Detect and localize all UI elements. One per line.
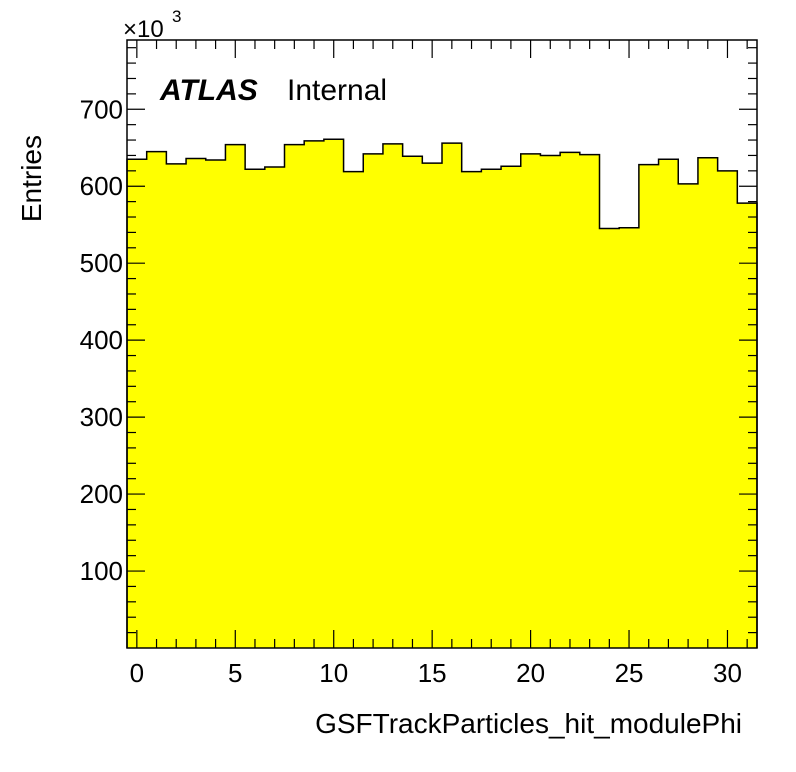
histogram-bin [560,152,581,648]
histogram-bin [363,153,384,648]
histogram-bin [638,164,660,649]
histogram-bin [323,139,345,648]
histogram-bin [599,228,620,649]
y-multiplier-exponent: 3 [172,7,181,26]
atlas-label: ATLAS [159,74,258,107]
histogram-bin [658,159,679,648]
internal-label: Internal [287,74,387,107]
histogram-bin [127,159,148,648]
tick-labels: 0 5 10 15 20 25 30 100 200 300 400 500 600 700 [80,94,742,688]
histogram-bin [678,183,699,648]
histogram-bin [225,144,246,649]
x-tick-label: 5 [228,658,242,688]
histogram-bin [442,143,463,648]
histogram-bin [520,153,542,648]
y-tick-label: 300 [80,402,123,432]
histogram-bin [304,140,325,648]
y-multiplier: ×10 [123,16,164,43]
histogram-bin [245,169,266,648]
histogram-bin [284,144,305,649]
histogram-bin [205,160,227,648]
histogram-bin [422,163,443,649]
histogram-bin [619,227,640,648]
histogram-bin [146,151,167,648]
histogram-bin [186,158,207,648]
histogram-bin [717,170,738,648]
histogram-bin [481,169,502,648]
histogram-bin [697,157,719,648]
x-tick-label: 0 [130,658,144,688]
x-tick-label: 10 [319,658,348,688]
histogram-outline [126,138,758,648]
histogram-bin [579,154,601,649]
y-axis-title: Entries [16,135,47,222]
plot-frame [126,39,758,649]
x-tick-label: 15 [418,658,447,688]
y-tick-label: 700 [80,94,123,124]
histogram-bin [166,163,187,648]
x-tick-label: 30 [713,658,742,688]
x-tick-label: 20 [516,658,545,688]
y-tick-label: 100 [80,556,123,586]
y-tick-label: 500 [80,248,123,278]
histogram-bin [461,171,482,649]
x-tick-label: 25 [615,658,644,688]
histogram-bin [501,166,522,649]
histogram-bin [540,155,561,648]
histogram-bin [402,156,423,649]
axis-ticks [127,40,757,648]
histogram-bin [382,143,404,648]
x-axis-title: GSFTrackParticles_hit_modulePhi [315,708,742,739]
histogram-bars [127,139,758,649]
histogram-bin [343,171,364,649]
y-tick-label: 600 [80,171,123,201]
histogram-bin [264,166,286,648]
y-tick-label: 200 [80,479,123,509]
y-tick-label: 400 [80,325,123,355]
histogram-bin [737,203,758,649]
